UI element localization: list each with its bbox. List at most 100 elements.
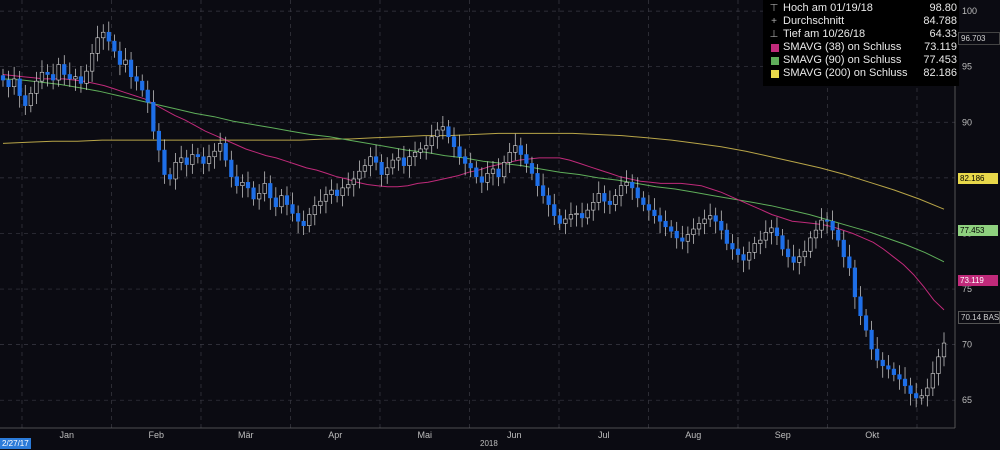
candle-body [151, 101, 156, 132]
candle-body [852, 267, 858, 298]
candle-body [490, 168, 496, 174]
legend-sma90-value: 77.453 [923, 54, 957, 66]
candle-body [579, 213, 585, 219]
legend-low-label: Tief am 10/26/18 [783, 28, 866, 40]
high-marker-icon: ⊤ [769, 3, 779, 14]
candle-body [524, 154, 529, 164]
candle-body [251, 187, 256, 200]
candle-body [34, 80, 39, 94]
candle-body [73, 76, 78, 80]
candle-body [496, 168, 501, 178]
candle-body [513, 145, 518, 153]
candle-body [507, 152, 512, 163]
candle-body [869, 329, 874, 350]
candle-body [123, 59, 128, 65]
candle-body [424, 145, 429, 150]
candle-body [763, 232, 768, 241]
sma38-swatch-icon [771, 44, 779, 52]
candle-body [780, 235, 785, 250]
candle-body [919, 395, 924, 399]
candle-body [646, 204, 651, 211]
candle-body [218, 143, 223, 152]
candle-body [685, 234, 690, 242]
candle-body [585, 209, 590, 219]
candle-body [602, 193, 607, 202]
candle-body [451, 136, 457, 148]
candle-body [45, 71, 50, 75]
candle-body [657, 215, 663, 222]
candle-body [279, 195, 284, 208]
candle-body [440, 126, 445, 131]
candle-body [140, 80, 145, 91]
legend-sma200-label: SMAVG (200) on Schluss [783, 67, 908, 79]
candle-body [351, 178, 356, 185]
candle-body [284, 195, 290, 205]
start-date-tag: 2/27/17 [0, 438, 31, 449]
candle-body [941, 342, 947, 358]
candle-body [797, 256, 802, 263]
candle-body [502, 162, 507, 178]
candle-body [195, 154, 200, 158]
sma90-value-tag: 77.453 [958, 225, 998, 236]
candle-body [529, 163, 535, 174]
candle-body [902, 378, 908, 387]
candle-body [117, 50, 123, 65]
candle-body [680, 237, 685, 242]
candle-body [296, 213, 301, 222]
candle-body [51, 74, 56, 81]
candle-body [802, 250, 807, 258]
sma90-swatch-icon [771, 57, 779, 65]
y-tick-label: 75 [962, 284, 972, 294]
candle-body [346, 184, 351, 189]
candle-body [908, 385, 913, 394]
candle-body [78, 76, 84, 84]
candle-body [429, 136, 434, 146]
candle-body [167, 174, 173, 180]
candle-body [808, 237, 813, 252]
candle-body [407, 156, 412, 166]
candle-body [669, 226, 674, 232]
candle-body [613, 195, 618, 205]
candle-body [474, 167, 479, 178]
legend-sma38-value: 73.119 [924, 41, 957, 53]
sma90-polyline [2, 78, 945, 263]
candle-body [925, 387, 930, 397]
candle-body [12, 78, 17, 88]
legend-sma200-value: 82.186 [923, 67, 957, 79]
candle-body [568, 214, 574, 220]
candle-body [546, 195, 551, 205]
average-marker-icon: + [771, 16, 777, 27]
candle-body [819, 219, 824, 231]
chart-legend: ⊤ Hoch am 01/19/18 98.80 + Durchschnitt … [763, 0, 959, 86]
candle-body [886, 365, 891, 370]
candle-body [791, 256, 796, 263]
candle-body [190, 154, 195, 165]
candle-body [401, 157, 406, 166]
candle-body [891, 368, 896, 375]
candle-body [463, 156, 468, 164]
candle-body [607, 200, 613, 205]
y-tick-label: 65 [962, 395, 972, 405]
candle-body [184, 157, 189, 165]
candle-body [641, 197, 646, 205]
candle-body [875, 348, 880, 361]
candle-body [6, 79, 11, 88]
candle-body [390, 159, 395, 169]
candle-body [245, 182, 251, 189]
candle-body [290, 204, 295, 214]
candle-body [89, 53, 95, 72]
candle-body [914, 393, 919, 399]
x-tick-label: Feb [148, 430, 164, 440]
candle-body [162, 149, 167, 175]
candle-body [769, 227, 774, 233]
candle-body [318, 200, 323, 206]
candle-body [752, 243, 757, 253]
candle-body [691, 228, 696, 235]
candle-body [618, 185, 624, 196]
candle-body [897, 374, 902, 380]
candle-body [735, 248, 741, 255]
candle-body [28, 93, 33, 106]
candle-body [229, 159, 234, 178]
candle-body [741, 254, 746, 261]
candle-body [268, 183, 273, 199]
